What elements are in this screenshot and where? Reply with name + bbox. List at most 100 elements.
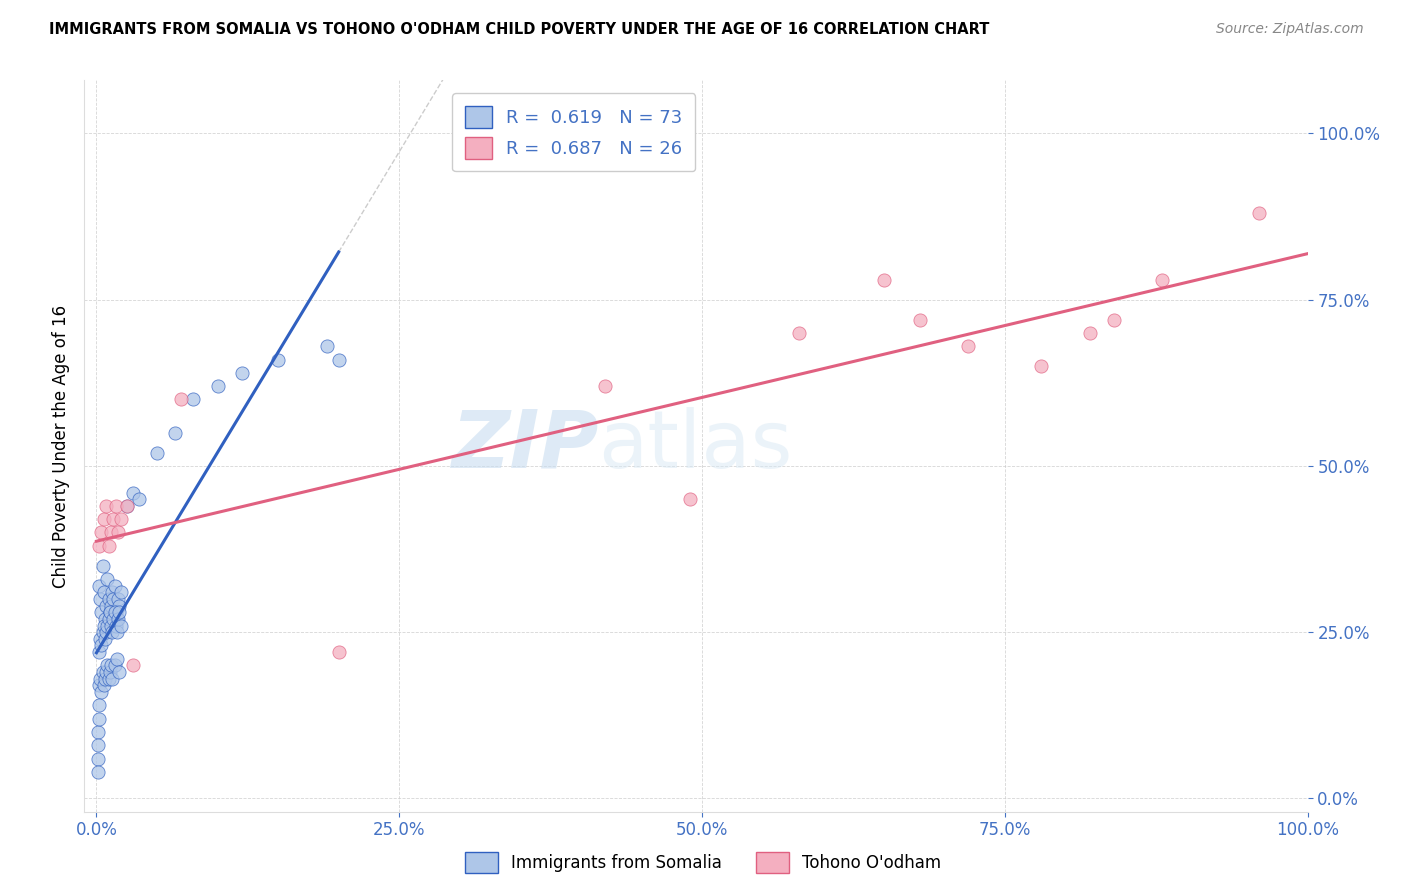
Point xyxy=(101,625,124,640)
Point xyxy=(93,512,115,526)
Point xyxy=(86,738,108,752)
Point xyxy=(103,591,125,606)
Point xyxy=(165,425,187,440)
Point xyxy=(105,652,128,666)
Point xyxy=(100,525,122,540)
Point xyxy=(679,492,702,507)
Point xyxy=(104,605,127,619)
Point xyxy=(98,605,121,619)
Point xyxy=(96,625,118,640)
Point xyxy=(101,672,124,686)
Point xyxy=(97,539,120,553)
Point xyxy=(96,665,118,679)
Point xyxy=(91,558,114,573)
Point xyxy=(107,591,129,606)
Point xyxy=(90,605,112,619)
Point xyxy=(86,764,108,779)
Point xyxy=(97,612,120,626)
Point xyxy=(104,499,127,513)
Point xyxy=(104,579,127,593)
Point xyxy=(1029,359,1052,374)
Point xyxy=(103,612,125,626)
Point xyxy=(93,678,115,692)
Point xyxy=(98,605,121,619)
Point xyxy=(94,612,117,626)
Point xyxy=(89,591,111,606)
Point xyxy=(93,585,115,599)
Point xyxy=(103,512,125,526)
Point xyxy=(90,639,112,653)
Point xyxy=(96,572,118,586)
Text: ZIP: ZIP xyxy=(451,407,598,485)
Point xyxy=(96,599,118,613)
Text: atlas: atlas xyxy=(598,407,793,485)
Point xyxy=(207,379,229,393)
Point xyxy=(86,751,108,765)
Point xyxy=(86,725,108,739)
Point xyxy=(87,712,110,726)
Point xyxy=(89,672,111,686)
Point xyxy=(315,339,337,353)
Point xyxy=(107,612,129,626)
Point xyxy=(328,352,350,367)
Point xyxy=(104,605,127,619)
Point xyxy=(87,539,110,553)
Point xyxy=(104,658,127,673)
Point xyxy=(1078,326,1101,340)
Point xyxy=(104,618,127,632)
Y-axis label: Child Poverty Under the Age of 16: Child Poverty Under the Age of 16 xyxy=(52,304,70,588)
Point xyxy=(100,599,122,613)
Legend: Immigrants from Somalia, Tohono O'odham: Immigrants from Somalia, Tohono O'odham xyxy=(458,846,948,880)
Point xyxy=(108,599,131,613)
Point xyxy=(115,499,138,513)
Point xyxy=(105,625,128,640)
Point xyxy=(90,525,112,540)
Point xyxy=(96,658,118,673)
Point xyxy=(1102,312,1125,326)
Point xyxy=(267,352,290,367)
Point xyxy=(87,579,110,593)
Point xyxy=(98,665,121,679)
Point xyxy=(328,645,350,659)
Point xyxy=(110,512,132,526)
Point xyxy=(94,672,117,686)
Point xyxy=(121,658,143,673)
Point xyxy=(105,612,128,626)
Point xyxy=(231,366,253,380)
Point xyxy=(170,392,193,407)
Point xyxy=(100,618,122,632)
Point xyxy=(87,698,110,713)
Point xyxy=(787,326,810,340)
Point xyxy=(96,499,118,513)
Point xyxy=(1152,273,1174,287)
Point xyxy=(90,685,112,699)
Point xyxy=(115,499,138,513)
Point xyxy=(957,339,980,353)
Point xyxy=(108,665,131,679)
Point xyxy=(93,618,115,632)
Point xyxy=(87,645,110,659)
Point xyxy=(97,672,120,686)
Point xyxy=(97,591,120,606)
Legend: R =  0.619   N = 73, R =  0.687   N = 26: R = 0.619 N = 73, R = 0.687 N = 26 xyxy=(453,93,695,171)
Point xyxy=(593,379,616,393)
Point xyxy=(100,658,122,673)
Point xyxy=(128,492,150,507)
Point xyxy=(87,678,110,692)
Point xyxy=(110,585,132,599)
Point xyxy=(908,312,931,326)
Point xyxy=(94,632,117,646)
Point xyxy=(91,665,114,679)
Text: IMMIGRANTS FROM SOMALIA VS TOHONO O'ODHAM CHILD POVERTY UNDER THE AGE OF 16 CORR: IMMIGRANTS FROM SOMALIA VS TOHONO O'ODHA… xyxy=(49,22,990,37)
Point xyxy=(89,632,111,646)
Text: Source: ZipAtlas.com: Source: ZipAtlas.com xyxy=(1216,22,1364,37)
Point xyxy=(146,445,169,459)
Point xyxy=(96,618,118,632)
Point xyxy=(121,485,143,500)
Point xyxy=(91,625,114,640)
Point xyxy=(101,585,124,599)
Point xyxy=(107,525,129,540)
Point xyxy=(1249,206,1271,220)
Point xyxy=(108,605,131,619)
Point xyxy=(873,273,896,287)
